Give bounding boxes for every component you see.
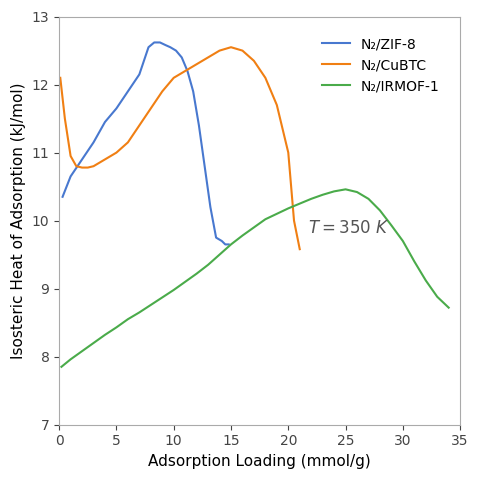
N₂/ZIF-8: [102, 119, 108, 125]
N₂/IRMOF-1: [434, 294, 440, 300]
N₂/IRMOF-1: [182, 279, 188, 285]
N₂/IRMOF-1: [331, 189, 337, 194]
N₂/ZIF-8: [190, 88, 196, 94]
N₂/ZIF-8: [226, 241, 231, 247]
N₂/CuBTC: [251, 58, 257, 64]
N₂/ZIF-8: [91, 140, 96, 145]
N₂/CuBTC: [91, 163, 96, 169]
N₂/ZIF-8: [196, 122, 202, 128]
N₂/CuBTC: [182, 68, 188, 74]
N₂/IRMOF-1: [388, 223, 394, 228]
N₂/CuBTC: [136, 122, 142, 128]
Line: N₂/IRMOF-1: N₂/IRMOF-1: [61, 189, 449, 367]
N₂/CuBTC: [240, 48, 245, 53]
N₂/CuBTC: [85, 165, 91, 170]
N₂/CuBTC: [125, 140, 131, 145]
N₂/ZIF-8: [145, 44, 151, 50]
N₂/IRMOF-1: [114, 324, 120, 330]
N₂/ZIF-8: [222, 241, 228, 247]
N₂/IRMOF-1: [240, 233, 245, 239]
N₂/CuBTC: [216, 48, 222, 53]
N₂/ZIF-8: [157, 39, 163, 45]
N₂/IRMOF-1: [136, 310, 142, 315]
N₂/CuBTC: [102, 156, 108, 162]
N₂/IRMOF-1: [68, 357, 73, 362]
N₂/ZIF-8: [202, 163, 207, 169]
N₂/CuBTC: [228, 44, 234, 50]
N₂/IRMOF-1: [228, 241, 234, 247]
N₂/ZIF-8: [114, 106, 120, 111]
N₂/CuBTC: [274, 102, 280, 108]
N₂/CuBTC: [58, 75, 63, 81]
N₂/IRMOF-1: [343, 186, 348, 192]
N₂/IRMOF-1: [377, 207, 383, 213]
N₂/ZIF-8: [151, 39, 157, 45]
N₂/IRMOF-1: [400, 238, 406, 244]
N₂/IRMOF-1: [91, 340, 96, 346]
N₂/IRMOF-1: [125, 316, 131, 322]
X-axis label: Adsorption Loading (mmol/g): Adsorption Loading (mmol/g): [148, 454, 371, 469]
N₂/CuBTC: [79, 165, 85, 170]
N₂/ZIF-8: [213, 235, 219, 240]
N₂/IRMOF-1: [263, 216, 268, 222]
N₂/IRMOF-1: [320, 192, 325, 198]
N₂/IRMOF-1: [205, 262, 211, 268]
N₂/ZIF-8: [207, 204, 213, 210]
N₂/IRMOF-1: [274, 211, 280, 216]
N₂/ZIF-8: [136, 72, 142, 77]
N₂/IRMOF-1: [308, 196, 314, 202]
N₂/ZIF-8: [79, 156, 85, 162]
N₂/ZIF-8: [219, 238, 225, 244]
N₂/IRMOF-1: [446, 305, 452, 311]
Legend: N₂/ZIF-8, N₂/CuBTC, N₂/IRMOF-1: N₂/ZIF-8, N₂/CuBTC, N₂/IRMOF-1: [316, 32, 445, 99]
Line: N₂/ZIF-8: N₂/ZIF-8: [62, 42, 228, 244]
N₂/IRMOF-1: [102, 332, 108, 338]
N₂/IRMOF-1: [354, 189, 360, 195]
N₂/CuBTC: [205, 55, 211, 60]
N₂/IRMOF-1: [216, 252, 222, 257]
N₂/CuBTC: [263, 75, 268, 81]
N₂/CuBTC: [171, 75, 177, 81]
N₂/CuBTC: [194, 61, 200, 67]
N₂/ZIF-8: [125, 88, 131, 94]
Y-axis label: Isosteric Heat of Adsorption (kJ/mol): Isosteric Heat of Adsorption (kJ/mol): [11, 83, 26, 359]
N₂/CuBTC: [68, 153, 73, 159]
Line: N₂/CuBTC: N₂/CuBTC: [60, 47, 300, 249]
N₂/CuBTC: [297, 246, 302, 252]
N₂/ZIF-8: [68, 174, 73, 180]
N₂/CuBTC: [73, 163, 79, 169]
N₂/IRMOF-1: [297, 201, 302, 206]
N₂/IRMOF-1: [59, 364, 64, 370]
N₂/IRMOF-1: [286, 205, 291, 211]
N₂/ZIF-8: [60, 194, 65, 200]
N₂/IRMOF-1: [159, 295, 165, 300]
N₂/CuBTC: [148, 106, 154, 111]
N₂/IRMOF-1: [366, 196, 372, 202]
N₂/ZIF-8: [163, 42, 168, 48]
N₂/IRMOF-1: [79, 348, 85, 354]
N₂/CuBTC: [62, 116, 68, 121]
N₂/IRMOF-1: [148, 302, 154, 308]
N₂/CuBTC: [159, 88, 165, 94]
N₂/IRMOF-1: [171, 287, 177, 293]
N₂/IRMOF-1: [251, 225, 257, 230]
N₂/IRMOF-1: [194, 271, 200, 276]
Text: $T = 350$ K: $T = 350$ K: [308, 219, 389, 237]
N₂/ZIF-8: [168, 44, 173, 50]
N₂/ZIF-8: [179, 55, 185, 60]
N₂/CuBTC: [291, 218, 297, 224]
N₂/CuBTC: [96, 160, 102, 166]
N₂/IRMOF-1: [411, 259, 417, 264]
N₂/CuBTC: [114, 150, 120, 156]
N₂/CuBTC: [286, 150, 291, 156]
N₂/ZIF-8: [185, 68, 191, 74]
N₂/IRMOF-1: [423, 277, 429, 283]
N₂/ZIF-8: [173, 48, 179, 53]
